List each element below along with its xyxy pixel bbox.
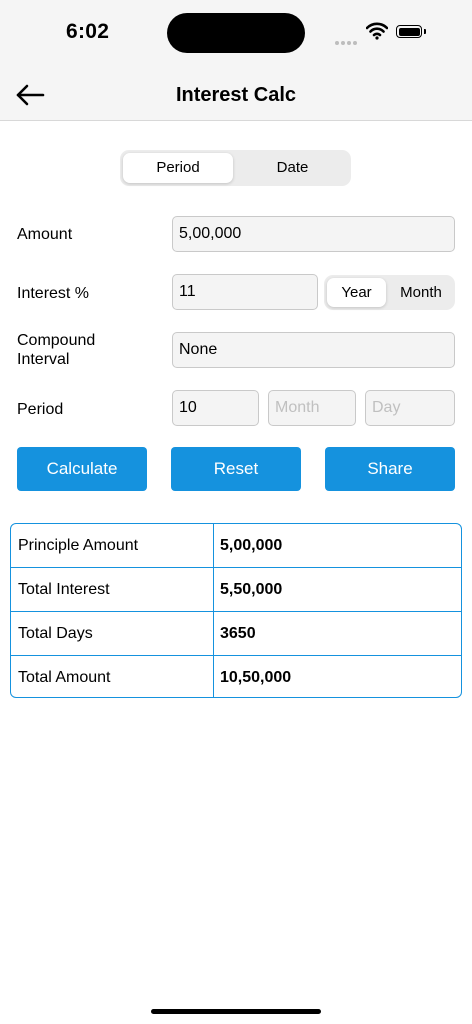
back-arrow-icon[interactable] xyxy=(14,82,46,108)
tab-period[interactable]: Period xyxy=(123,153,233,183)
result-value: 5,50,000 xyxy=(220,581,283,598)
status-time: 6:02 xyxy=(66,20,110,43)
share-button[interactable]: Share xyxy=(325,447,455,491)
reset-button[interactable]: Reset xyxy=(171,447,301,491)
unit-year[interactable]: Year xyxy=(327,278,386,307)
result-label: Total Interest xyxy=(11,568,214,611)
tab-date[interactable]: Date xyxy=(276,159,309,176)
battery-icon xyxy=(396,25,422,38)
result-label: Total Amount xyxy=(11,656,214,697)
calculate-button[interactable]: Calculate xyxy=(17,447,147,491)
compound-interval-select[interactable]: None xyxy=(172,332,455,368)
table-row: Total Interest 5,50,000 xyxy=(11,568,461,612)
wifi-icon xyxy=(366,22,388,40)
result-label: Principle Amount xyxy=(11,524,214,567)
result-value: 3650 xyxy=(220,625,256,642)
results-table: Principle Amount 5,00,000 Total Interest… xyxy=(10,523,462,698)
interest-input[interactable]: 11 xyxy=(172,274,318,310)
home-indicator[interactable] xyxy=(151,1009,321,1014)
interest-label: Interest % xyxy=(17,285,90,302)
amount-label: Amount xyxy=(17,226,73,243)
period-years-input[interactable]: 10 xyxy=(172,390,259,426)
compound-interval-label: Compound Interval xyxy=(17,332,96,368)
navigation-bar: Interest Calc xyxy=(0,70,472,121)
amount-input[interactable]: 5,00,000 xyxy=(172,216,455,252)
interest-unit-control: Year Month xyxy=(324,275,455,310)
table-row: Total Amount 10,50,000 xyxy=(11,656,461,697)
period-day-input[interactable]: Day xyxy=(365,390,455,426)
battery-tip xyxy=(424,29,426,34)
period-label: Period xyxy=(17,401,64,418)
table-row: Principle Amount 5,00,000 xyxy=(11,524,461,568)
unit-month[interactable]: Month xyxy=(400,284,442,301)
result-label: Total Days xyxy=(11,612,214,655)
result-value: 5,00,000 xyxy=(220,537,283,554)
table-row: Total Days 3650 xyxy=(11,612,461,656)
mode-segmented-control: Period Date xyxy=(120,150,351,186)
page-title: Interest Calc xyxy=(175,84,297,106)
period-month-input[interactable]: Month xyxy=(268,390,356,426)
status-bar: 6:02 xyxy=(0,0,472,70)
dynamic-island xyxy=(167,13,305,53)
cellular-signal-icon xyxy=(335,32,359,50)
result-value: 10,50,000 xyxy=(220,669,292,686)
